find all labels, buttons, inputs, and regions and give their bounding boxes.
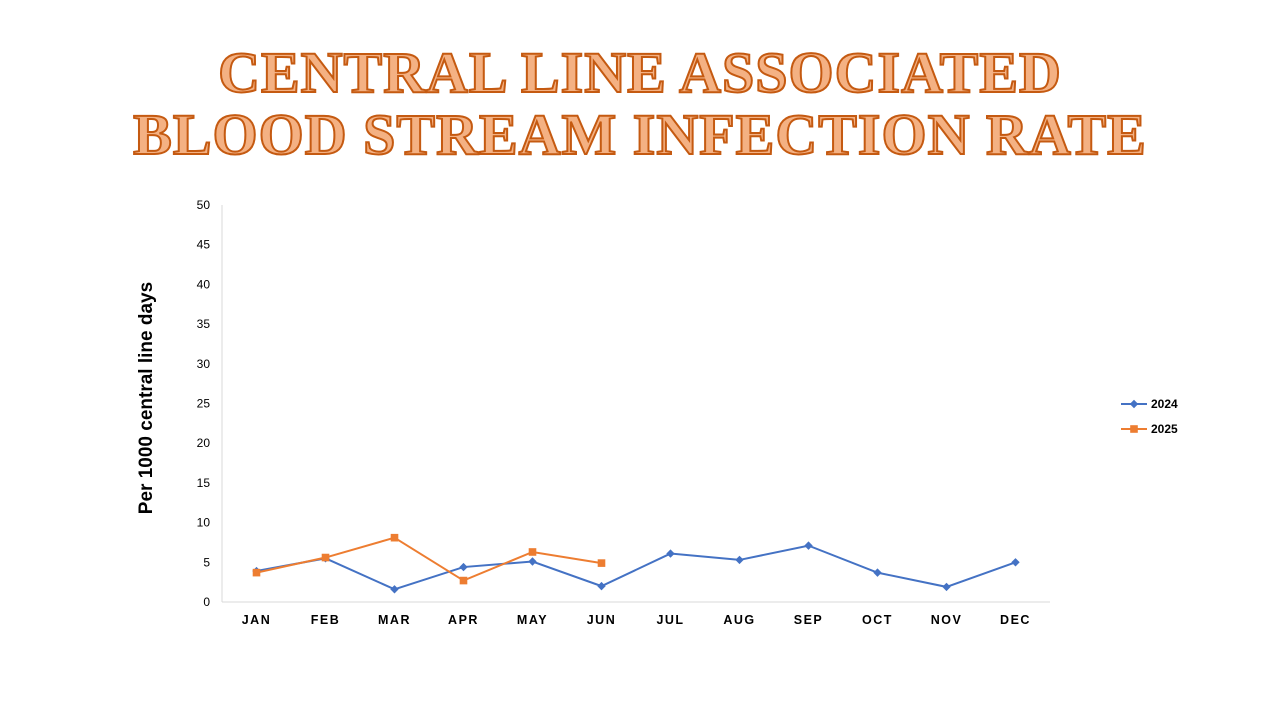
legend-label-2025: 2025 <box>1151 422 1178 436</box>
y-axis-label: Per 1000 central line days <box>136 282 157 514</box>
y-tick-label: 25 <box>197 397 211 411</box>
x-tick-label: JUL <box>656 613 684 627</box>
y-tick-label: 50 <box>197 198 211 212</box>
y-tick-label: 45 <box>197 238 211 252</box>
data-point-2024 <box>597 581 606 591</box>
data-point-2024 <box>1011 558 1020 567</box>
legend-marker-2025 <box>1130 425 1138 433</box>
data-point-2025 <box>252 568 261 577</box>
legend-label-2024: 2024 <box>1151 397 1178 411</box>
y-tick-label: 40 <box>197 277 211 291</box>
x-tick-label: JAN <box>242 613 272 627</box>
y-tick-label: 20 <box>197 436 211 450</box>
y-tick-label: 5 <box>203 555 210 569</box>
y-tick-label: 35 <box>197 317 211 331</box>
y-tick-label: 10 <box>197 516 211 530</box>
chart-title-line-1: CENTRAL LINE ASSOCIATED <box>217 40 1062 105</box>
data-point-2024 <box>804 541 813 550</box>
data-point-2024 <box>390 585 399 594</box>
x-tick-label: SEP <box>794 613 824 627</box>
x-tick-label: JUN <box>587 613 617 627</box>
data-point-2024 <box>942 582 951 592</box>
data-point-2024 <box>666 549 675 558</box>
series-2025 <box>252 533 606 585</box>
x-tick-label: OCT <box>862 613 893 627</box>
legend: 2024 2025 <box>1121 397 1178 436</box>
x-tick-label: AUG <box>723 613 755 627</box>
legend-item-2024: 2024 <box>1121 397 1178 411</box>
x-tick-label: MAR <box>378 613 411 627</box>
data-point-2024 <box>528 557 537 566</box>
y-axis-ticks: 0 5 10 15 20 25 30 35 40 45 50 <box>197 198 211 609</box>
data-point-2024 <box>459 562 468 572</box>
chart-title-line-2: BLOOD STREAM INFECTION RATE <box>132 102 1147 167</box>
chart-axes <box>221 205 1050 603</box>
data-point-2024 <box>873 568 882 577</box>
data-point-2025 <box>390 533 399 542</box>
data-point-2025 <box>528 548 537 556</box>
data-point-2025 <box>321 553 330 562</box>
data-point-2024 <box>735 555 744 565</box>
legend-marker-2024 <box>1129 399 1139 409</box>
legend-item-2025: 2025 <box>1121 422 1178 436</box>
series-line-2025 <box>256 536 602 582</box>
x-tick-label: NOV <box>931 613 963 627</box>
x-tick-label: FEB <box>311 613 341 627</box>
x-axis-ticks: JAN FEB MAR APR MAY JUN JUL AUG SEP OCT NOV DEC <box>242 613 1031 627</box>
y-tick-label: 0 <box>203 595 210 609</box>
x-tick-label: DEC <box>1000 613 1031 627</box>
x-tick-label: MAY <box>517 613 548 627</box>
data-point-2025 <box>459 576 468 585</box>
series-2024 <box>252 541 1020 594</box>
data-point-2025 <box>597 559 606 567</box>
y-tick-label: 30 <box>197 357 211 371</box>
plot-area <box>252 533 1020 594</box>
chart-title: CENTRAL LINE ASSOCIATED BLOOD STREAM INF… <box>0 40 1280 167</box>
y-tick-label: 15 <box>197 476 211 490</box>
x-tick-label: APR <box>448 613 479 627</box>
series-line-2024 <box>256 544 1016 591</box>
